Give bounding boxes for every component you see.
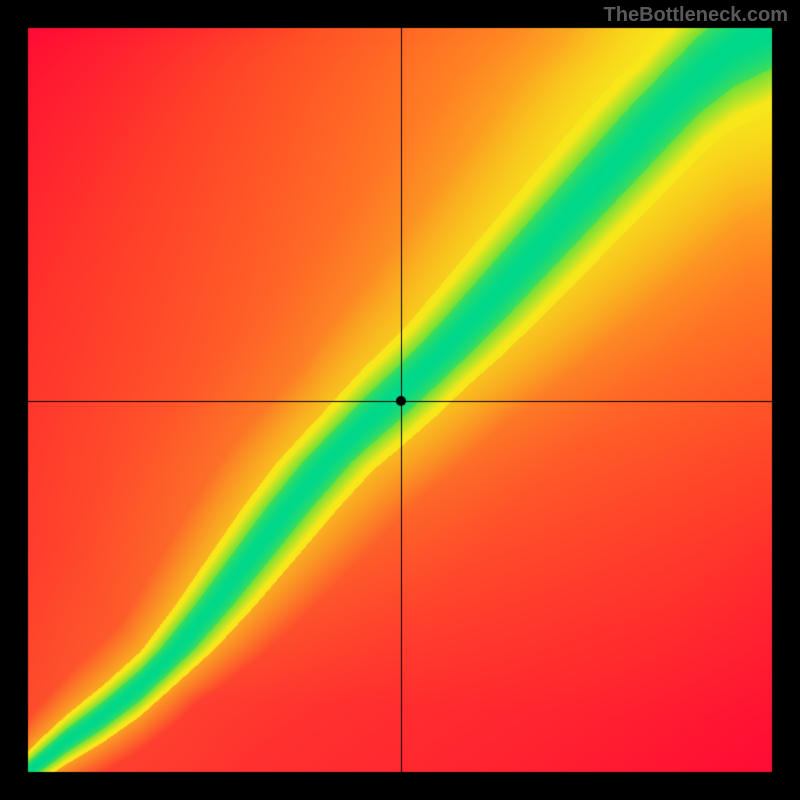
watermark-text: TheBottleneck.com	[604, 4, 788, 27]
heatmap-canvas	[0, 0, 800, 800]
chart-container: TheBottleneck.com	[0, 0, 800, 800]
